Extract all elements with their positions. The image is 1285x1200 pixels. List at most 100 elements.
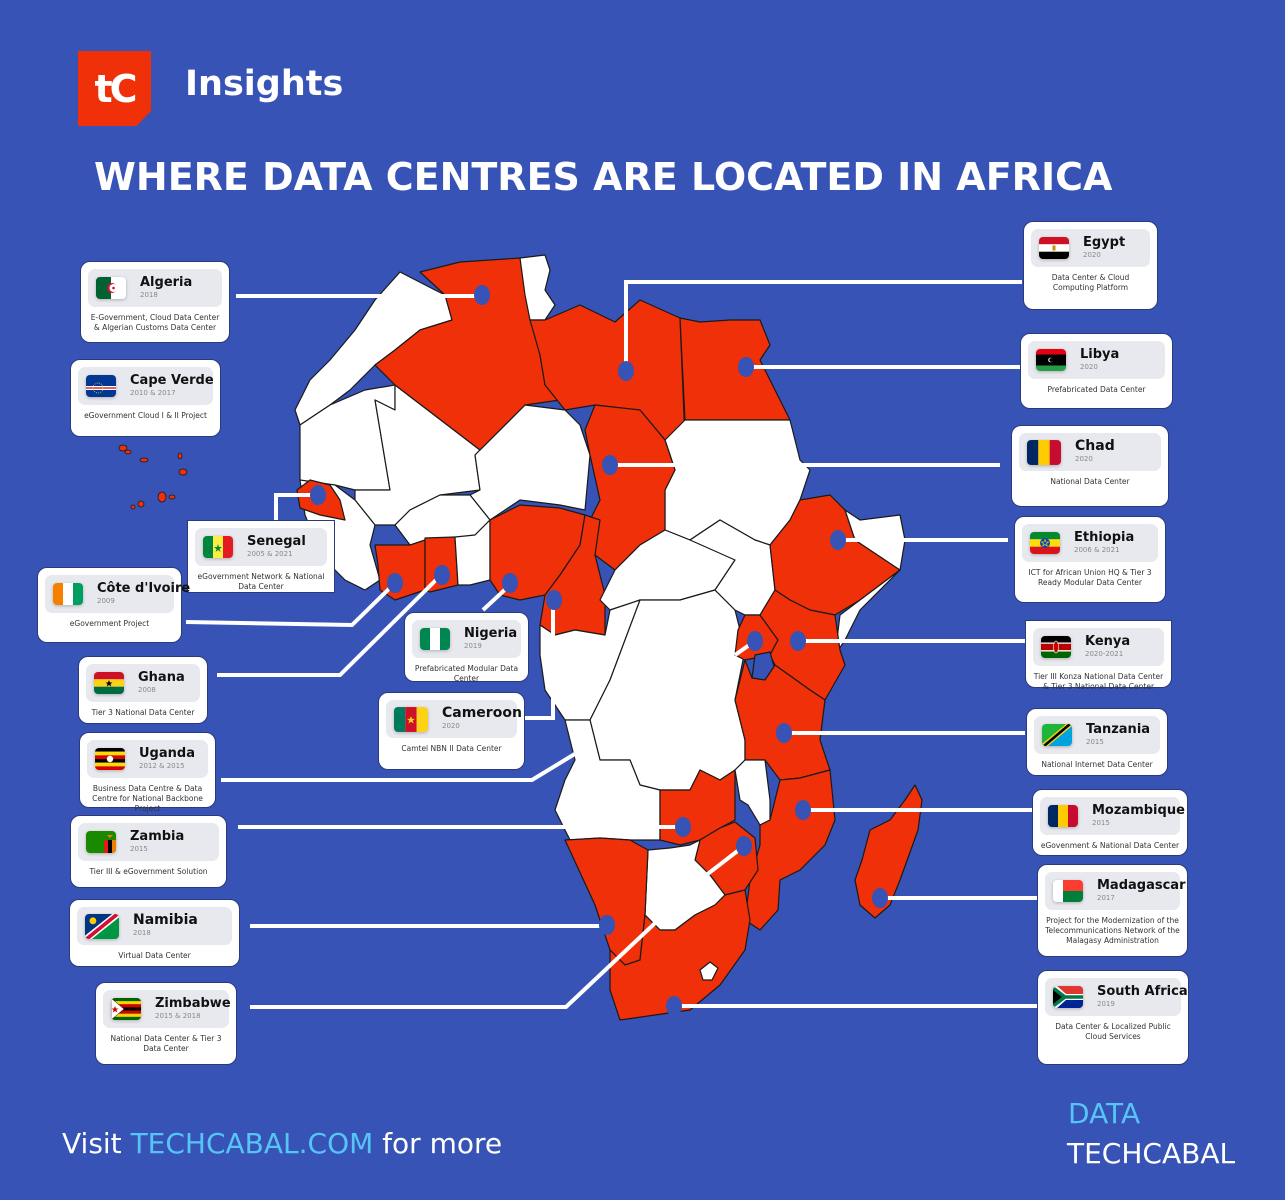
country-name: Chad	[1075, 438, 1115, 454]
country-year: 2019	[464, 642, 482, 650]
country-description: National Data Center & Tier 3 Data Cente…	[110, 1034, 222, 1053]
country-name: Côte d'Ivoire	[97, 581, 191, 596]
card-uganda: Uganda 2012 & 2015 Business Data Centre &…	[79, 732, 216, 813]
country-year: 2020-2021	[1085, 650, 1124, 658]
country-description: Business Data Centre & Data Centre for N…	[92, 784, 203, 813]
dot-senegal	[310, 485, 326, 505]
footer-cta: Visit TECHCABAL.COM for more	[62, 1127, 502, 1160]
country-name: Madagascar	[1097, 878, 1186, 893]
country-name: Nigeria	[464, 626, 518, 641]
card-ghana: Ghana 2008 Tier 3 National Data Center	[78, 656, 208, 724]
country-year: 2015	[1086, 738, 1104, 746]
dot-namibia	[599, 915, 615, 935]
card-zambia: Zambia 2015 Tier III & eGovernment Soluti…	[70, 815, 227, 888]
country-name: Namibia	[133, 912, 198, 928]
zimbabwe-flag-icon	[111, 998, 141, 1020]
dot-chad	[602, 455, 618, 475]
algeria-flag-icon	[96, 277, 126, 299]
country-lesotho	[699, 961, 719, 981]
country-year: 2020	[1075, 455, 1093, 463]
country-description: Camtel NBN II Data Center	[401, 744, 502, 753]
country-name: Egypt	[1083, 235, 1126, 250]
country-year: 2008	[138, 686, 156, 694]
card-south-africa: South Africa 2019 Data Center & Localized…	[1037, 970, 1189, 1065]
card-cote-divoire: Côte d'Ivoire 2009 eGovernment Project	[37, 567, 190, 643]
country-madagascar	[854, 784, 923, 919]
card-tanzania: Tanzania 2015 National Internet Data Cent…	[1026, 708, 1168, 776]
card-zimbabwe: Zimbabwe 2015 & 2018 National Data Center…	[95, 982, 237, 1065]
kenya-flag-icon	[1041, 636, 1071, 658]
country-malawi	[734, 759, 771, 826]
senegal-flag-icon	[203, 536, 233, 558]
country-name: Senegal	[247, 534, 306, 549]
country-year: 2015	[1092, 819, 1110, 827]
page-title: WHERE DATA CENTRES ARE LOCATED IN AFRICA	[94, 155, 1113, 199]
country-year: 2018	[133, 929, 151, 937]
country-year: 2005 & 2021	[247, 550, 293, 558]
card-namibia: Namibia 2018 Virtual Data Center	[69, 899, 240, 967]
country-description: eGovenment & National Data Center	[1040, 841, 1180, 850]
dot-algeria	[474, 285, 490, 305]
country-name: Cape Verde	[130, 373, 214, 388]
card-mozambique: Mozambique 2015 eGovenment & National Dat…	[1032, 789, 1188, 856]
country-description: Tier III Konza National Data Center & Ti…	[1033, 672, 1164, 691]
country-year: 2012 & 2015	[139, 762, 185, 770]
country-year: 2010 & 2017	[130, 389, 176, 397]
cape-verde-flag-icon	[86, 375, 116, 397]
country-year: 2018	[140, 291, 158, 299]
card-chad: Chad 2020 National Data Center	[1011, 425, 1169, 507]
country-name: Ghana	[138, 670, 185, 685]
dot-mozambique	[795, 800, 811, 820]
country-description: ICT for African Union HQ & Tier 3 Ready …	[1028, 568, 1152, 587]
dot-cote-divoire	[387, 573, 403, 593]
card-cape-verde: Cape Verde 2010 & 2017 eGovernment Cloud …	[70, 359, 221, 437]
country-description: Data Center & Cloud Computing Platform	[1051, 273, 1130, 292]
line-cameroon	[525, 601, 555, 720]
south-africa-flag-icon	[1053, 986, 1083, 1008]
dot-egypt	[738, 357, 754, 377]
dot-uganda	[747, 631, 763, 651]
country-description: eGovernment Network & National Data Cent…	[197, 572, 325, 591]
mozambique-flag-icon	[1048, 805, 1078, 827]
techcabal-logo: tC	[78, 51, 151, 126]
brand-label: Insights	[185, 64, 344, 104]
country-south-africa	[609, 889, 751, 1021]
signature-data: DATA	[1068, 1097, 1141, 1130]
card-kenya: Kenya 2020-2021 Tier III Konza National D…	[1025, 620, 1172, 691]
country-name: Kenya	[1085, 634, 1131, 649]
country-description: eGovernment Project	[69, 619, 150, 628]
line-senegal	[274, 493, 318, 521]
zambia-flag-icon	[86, 831, 116, 853]
country-year: 2020	[1083, 251, 1101, 259]
country-tunisia	[519, 254, 556, 321]
dot-zimbabwe	[736, 836, 752, 856]
uganda-flag-icon	[95, 748, 125, 770]
country-description: Virtual Data Center	[118, 951, 191, 960]
footer-site-link[interactable]: TECHCABAL.COM	[130, 1127, 374, 1160]
country-name: Uganda	[139, 746, 195, 761]
dot-zambia	[675, 817, 691, 837]
marker-dots	[310, 285, 888, 1016]
card-senegal: Senegal 2005 & 2021 eGovernment Network &…	[187, 520, 335, 593]
libya-flag-icon	[1036, 349, 1066, 371]
madagascar-flag-icon	[1053, 880, 1083, 902]
country-name: Cameroon	[442, 705, 522, 721]
country-ghana	[424, 536, 459, 593]
dot-ethiopia	[830, 530, 846, 550]
card-madagascar: Madagascar 2017 Project for the Moderniza…	[1037, 864, 1188, 957]
country-description: Project for the Modernization of the Tel…	[1045, 916, 1180, 945]
namibia-flag-icon	[85, 913, 119, 939]
country-year: 2006 & 2021	[1074, 546, 1120, 554]
country-year: 2020	[442, 722, 460, 730]
dot-libya	[618, 361, 634, 381]
country-year: 2019	[1097, 1000, 1115, 1008]
line-zimbabwe	[250, 844, 746, 1009]
dot-nigeria	[502, 573, 518, 593]
country-name: Zimbabwe	[155, 996, 231, 1011]
country-name: Tanzania	[1086, 722, 1151, 737]
country-description: Tier III & eGovernment Solution	[89, 867, 208, 876]
chad-flag-icon	[1027, 439, 1061, 465]
country-name: Ethiopia	[1074, 530, 1135, 545]
country-name: South Africa	[1097, 984, 1188, 999]
